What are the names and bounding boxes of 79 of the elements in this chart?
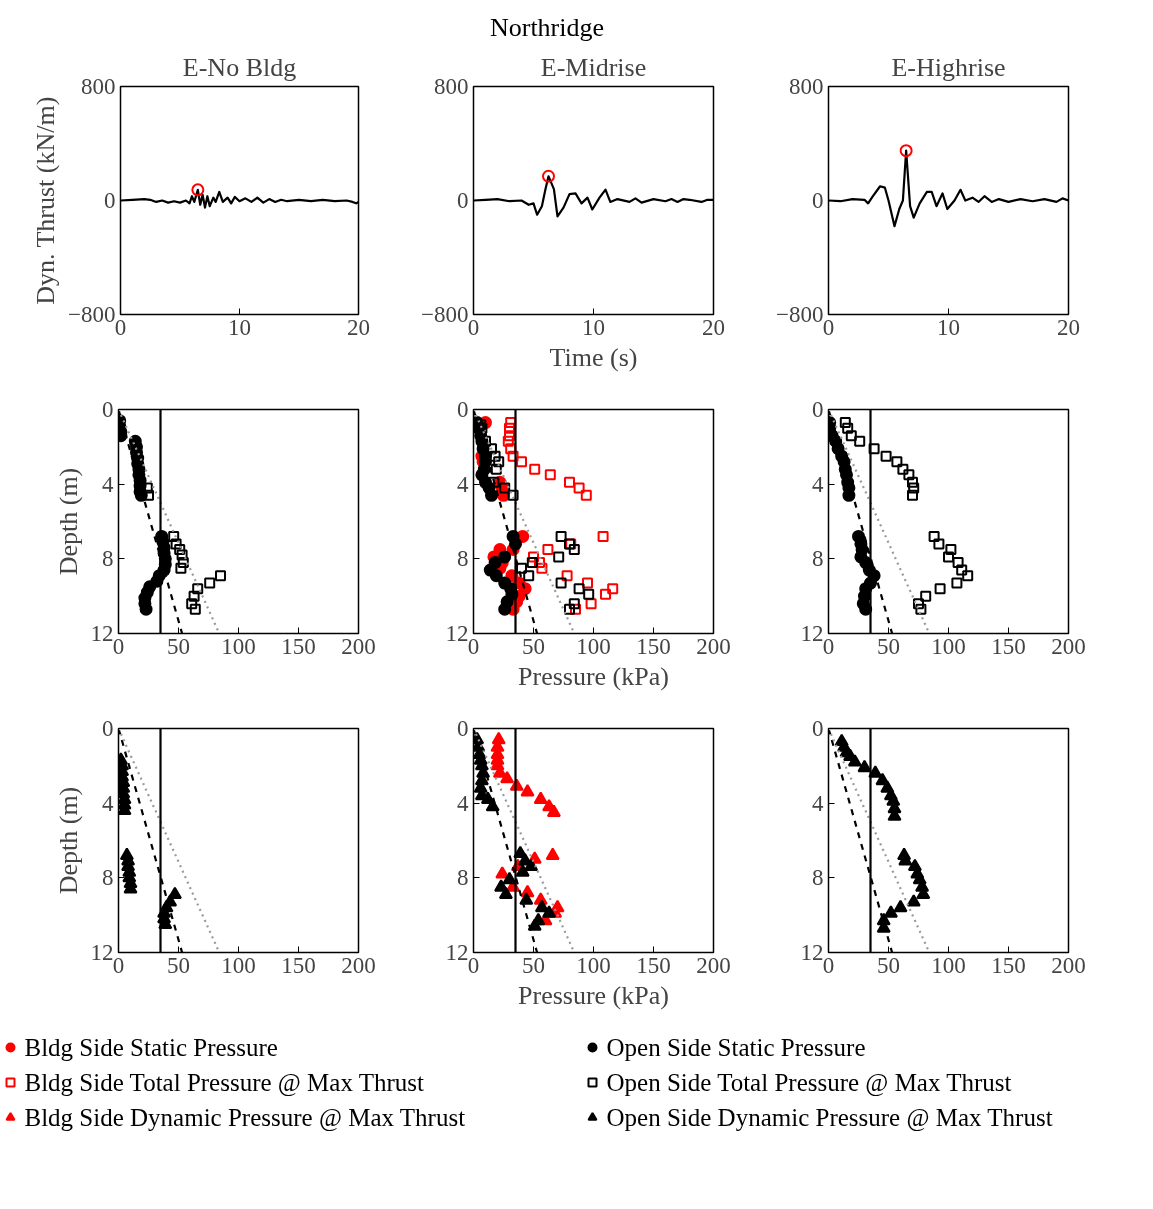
x-tick-label: 20 (1057, 314, 1080, 340)
y-tick-label: 8 (812, 865, 824, 891)
x-tick-label: 20 (347, 314, 370, 340)
x-axis-title: Time (s) (549, 342, 638, 372)
legend-label: Bldg Side Static Pressure (24, 1034, 278, 1061)
y-tick-label: 0 (102, 397, 114, 422)
y-tick-label: 4 (102, 471, 114, 497)
x-tick-label: 100 (931, 633, 966, 659)
y-tick-label: 0 (457, 188, 469, 213)
x-tick-label: 100 (221, 633, 256, 659)
legend-label: Bldg Side Total Pressure @ Max Thrust (24, 1069, 425, 1097)
x-axis-title: Pressure (kPa) (518, 661, 669, 691)
legend-label: Bldg Side Dynamic Pressure @ Max Thrust (24, 1104, 466, 1132)
y-tick-label: 4 (812, 790, 824, 816)
x-tick-label: 200 (696, 633, 731, 659)
y-tick-label: −800 (421, 302, 469, 327)
x-tick-label: 150 (991, 952, 1026, 978)
x-tick-label: 200 (1051, 952, 1086, 978)
y-tick-label: 12 (445, 621, 469, 646)
legend-label: Open Side Total Pressure @ Max Thrust (606, 1069, 1012, 1097)
x-tick-label: 50 (167, 952, 190, 978)
x-tick-label: 150 (281, 952, 316, 978)
chart-title: E-Midrise (540, 52, 647, 82)
y-tick-label: 12 (445, 940, 469, 965)
y-tick-label: 0 (812, 716, 824, 741)
y-tick-label: 8 (102, 865, 114, 891)
y-tick-label: 12 (800, 621, 824, 646)
chart-title: E-No Bldg (182, 52, 297, 82)
y-tick-label: 4 (812, 471, 824, 497)
x-tick-label: 100 (221, 952, 256, 978)
text: Northridge (489, 13, 605, 42)
x-tick-label: 200 (341, 633, 376, 659)
x-tick-label: 150 (991, 633, 1026, 659)
y-axis-title: Dyn. Thrust (kN/m) (31, 96, 61, 305)
x-tick-label: 100 (576, 633, 611, 659)
x-tick-label: 10 (228, 314, 251, 340)
y-tick-label: 800 (789, 74, 824, 99)
x-tick-label: 150 (281, 633, 316, 659)
y-tick-label: 8 (457, 546, 469, 572)
y-axis-title: Depth (m) (53, 786, 83, 895)
y-tick-label: 800 (434, 74, 469, 99)
y-tick-label: 800 (81, 74, 116, 99)
y-tick-label: 0 (457, 397, 469, 422)
y-tick-label: 0 (104, 188, 116, 213)
x-tick-label: 200 (1051, 633, 1086, 659)
y-tick-label: 0 (102, 716, 114, 741)
y-tick-label: 0 (457, 716, 469, 741)
x-axis-title: Pressure (kPa) (518, 980, 669, 1010)
x-tick-label: 50 (877, 633, 900, 659)
x-tick-label: 50 (522, 633, 545, 659)
legend-label: Open Side Static Pressure (606, 1034, 866, 1061)
x-tick-label: 10 (937, 314, 960, 340)
x-tick-label: 50 (522, 952, 545, 978)
y-tick-label: 8 (812, 546, 824, 572)
y-tick-label: 8 (102, 546, 114, 572)
y-tick-label: 4 (102, 790, 114, 816)
legend-label: Open Side Dynamic Pressure @ Max Thrust (606, 1104, 1053, 1132)
x-tick-label: 100 (931, 952, 966, 978)
y-tick-label: −800 (776, 302, 824, 327)
x-tick-label: 200 (696, 952, 731, 978)
y-tick-label: 4 (457, 471, 469, 497)
y-axis-title: Depth (m) (53, 467, 83, 576)
x-tick-label: 100 (576, 952, 611, 978)
x-tick-label: 200 (341, 952, 376, 978)
chart-title: E-Highrise (891, 52, 1006, 82)
y-tick-label: 12 (800, 940, 824, 965)
y-tick-label: 0 (812, 397, 824, 422)
x-tick-label: 10 (582, 314, 605, 340)
y-tick-label: 12 (90, 621, 114, 646)
y-tick-label: 8 (457, 865, 469, 891)
y-tick-label: 4 (457, 790, 469, 816)
x-tick-label: 20 (702, 314, 725, 340)
y-tick-label: 12 (90, 940, 114, 965)
x-tick-label: 150 (636, 952, 671, 978)
x-tick-label: 50 (167, 633, 190, 659)
x-tick-label: 150 (636, 633, 671, 659)
y-tick-label: −800 (68, 302, 116, 327)
y-tick-label: 0 (812, 188, 824, 213)
x-tick-label: 50 (877, 952, 900, 978)
